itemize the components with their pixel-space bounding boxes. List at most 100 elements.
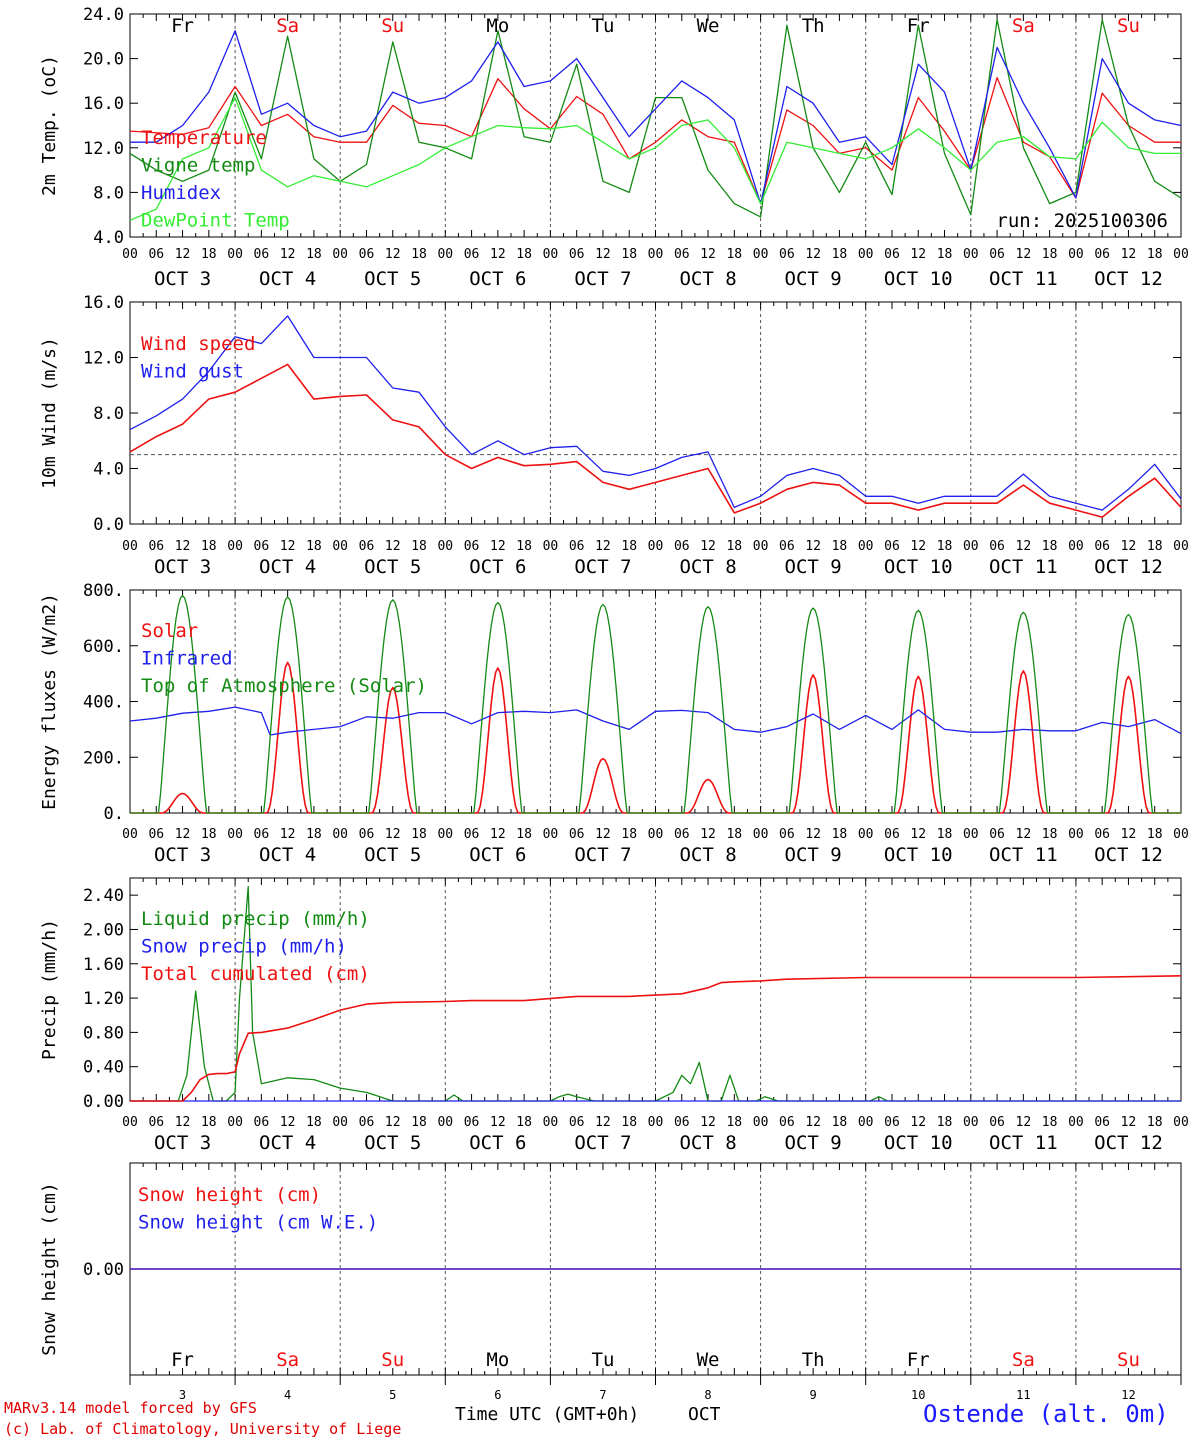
- day-axis-label: OCT 9: [785, 556, 842, 578]
- x-tick-label: 00: [1173, 1115, 1189, 1130]
- day-axis-label: OCT 3: [154, 844, 211, 866]
- y-axis-title: Snow height (cm): [39, 1182, 60, 1355]
- x-tick-label: 00: [437, 247, 453, 262]
- day-axis-label: OCT 3: [154, 556, 211, 578]
- x-tick-label: 00: [1068, 539, 1084, 554]
- x-tick-label: 18: [411, 247, 427, 262]
- bottom-day-number: 4: [284, 1388, 291, 1402]
- x-tick-label: 18: [306, 1115, 322, 1130]
- x-tick-label: 06: [464, 247, 480, 262]
- x-tick-label: 00: [543, 539, 559, 554]
- x-tick-label: 06: [674, 827, 690, 842]
- x-tick-label: 06: [254, 247, 270, 262]
- x-tick-label: 00: [1068, 827, 1084, 842]
- day-axis-label: OCT 8: [679, 1132, 736, 1154]
- x-tick-label: 18: [832, 827, 848, 842]
- x-tick-label: 12: [1016, 827, 1032, 842]
- weekday-label: Fr: [171, 1349, 194, 1371]
- x-tick-label: 00: [543, 1115, 559, 1130]
- x-tick-label: 18: [832, 1115, 848, 1130]
- legend-entry: Vigne temp: [141, 155, 255, 177]
- y-tick-label: 1.60: [83, 955, 124, 975]
- x-tick-label: 06: [779, 827, 795, 842]
- x-tick-label: 18: [832, 539, 848, 554]
- x-axis-title: Time UTC (GMT+0h): [455, 1404, 640, 1425]
- x-tick-label: 06: [359, 247, 375, 262]
- x-tick-label: 06: [1094, 827, 1110, 842]
- x-tick-label: 18: [726, 1115, 742, 1130]
- day-axis-label: OCT 8: [679, 268, 736, 290]
- x-tick-label: 00: [332, 1115, 348, 1130]
- day-axis-label: OCT 10: [884, 556, 953, 578]
- y-tick-label: 800.: [83, 581, 124, 601]
- legend-entry: Wind gust: [141, 361, 244, 383]
- x-tick-label: 18: [1147, 827, 1163, 842]
- x-tick-label: 06: [674, 539, 690, 554]
- x-tick-label: 00: [1173, 539, 1189, 554]
- x-tick-label: 06: [359, 539, 375, 554]
- x-tick-label: 06: [254, 539, 270, 554]
- day-axis-label: OCT 6: [469, 1132, 526, 1154]
- x-tick-label: 00: [332, 247, 348, 262]
- weekday-label: Su: [381, 1349, 404, 1371]
- x-tick-label: 12: [175, 1115, 191, 1130]
- x-tick-label: 12: [805, 1115, 821, 1130]
- day-axis-label: OCT 6: [469, 268, 526, 290]
- x-tick-label: 18: [621, 827, 637, 842]
- y-tick-label: 0.80: [83, 1023, 124, 1043]
- x-tick-label: 18: [201, 539, 217, 554]
- weekday-label: Fr: [907, 1349, 930, 1371]
- day-axis-label: OCT 5: [364, 844, 421, 866]
- x-tick-label: 00: [1173, 827, 1189, 842]
- day-axis-label: OCT 9: [785, 1132, 842, 1154]
- x-tick-label: 18: [726, 827, 742, 842]
- x-tick-label: 06: [569, 539, 585, 554]
- x-tick-label: 12: [280, 247, 296, 262]
- x-tick-label: 18: [306, 247, 322, 262]
- x-tick-label: 12: [1016, 539, 1032, 554]
- x-tick-label: 00: [122, 539, 138, 554]
- day-axis-label: OCT 12: [1094, 556, 1163, 578]
- x-tick-label: 18: [621, 1115, 637, 1130]
- x-tick-label: 12: [595, 539, 611, 554]
- weekday-label: Sa: [276, 1349, 299, 1371]
- series-line-top-of-atmosphere-solar: [130, 594, 1181, 814]
- day-axis-label: OCT 8: [679, 556, 736, 578]
- x-tick-label: 12: [385, 539, 401, 554]
- x-tick-label: 06: [148, 247, 164, 262]
- x-tick-label: 06: [464, 827, 480, 842]
- day-axis-label: OCT 12: [1094, 844, 1163, 866]
- day-axis-label: OCT 11: [989, 1132, 1058, 1154]
- x-tick-label: 00: [648, 827, 664, 842]
- series-line-total-cumulated-cm: [130, 975, 1182, 1102]
- x-tick-label: 18: [937, 247, 953, 262]
- x-tick-label: 06: [569, 827, 585, 842]
- x-tick-label: 00: [122, 1115, 138, 1130]
- day-axis-label: OCT 7: [574, 556, 631, 578]
- x-tick-label: 18: [1147, 247, 1163, 262]
- bottom-day-number: 8: [704, 1388, 711, 1402]
- x-tick-label: 06: [674, 1115, 690, 1130]
- panel-frame: [129, 589, 1182, 814]
- x-tick-label: 06: [148, 1115, 164, 1130]
- bottom-day-number: 12: [1121, 1388, 1135, 1402]
- legend-entry: Humidex: [141, 182, 221, 204]
- x-tick-label: 12: [1121, 1115, 1137, 1130]
- day-axis-label: OCT 5: [364, 556, 421, 578]
- x-tick-label: 18: [306, 539, 322, 554]
- chart-panel-5: 0.00 Snow height (cm) Snow height (cm) Snow…: [39, 1162, 1182, 1376]
- legend-entry: Liquid precip (mm/h): [141, 908, 370, 930]
- day-axis-label: OCT 5: [364, 1132, 421, 1154]
- day-axis-label: OCT 4: [259, 844, 316, 866]
- x-tick-label: 18: [411, 827, 427, 842]
- day-axis-label: OCT 10: [884, 844, 953, 866]
- model-credit: MARv3.14 model forced by GFS: [4, 1399, 257, 1417]
- bottom-day-number: 9: [810, 1388, 817, 1402]
- x-tick-label: 00: [543, 827, 559, 842]
- x-tick-label: 12: [1016, 1115, 1032, 1130]
- x-tick-label: 12: [490, 827, 506, 842]
- weekday-label: Su: [1117, 1349, 1140, 1371]
- x-tick-label: 00: [543, 247, 559, 262]
- y-tick-label: 2.40: [83, 886, 124, 906]
